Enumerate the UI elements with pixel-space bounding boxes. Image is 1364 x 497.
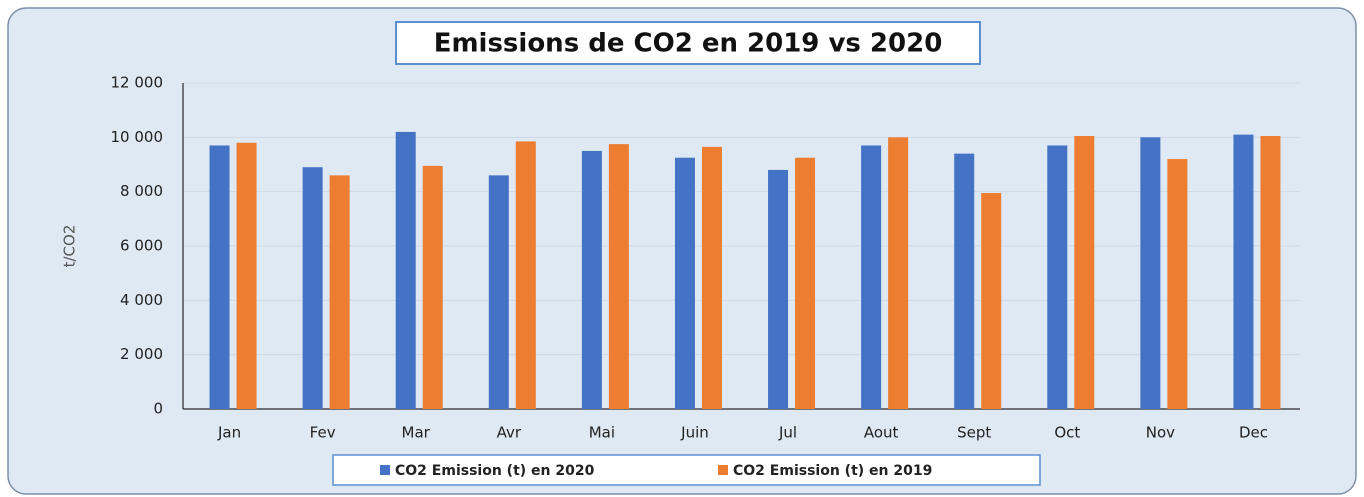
legend-label: CO2 Emission (t) en 2019 xyxy=(733,463,932,479)
bar xyxy=(302,167,323,409)
bar xyxy=(954,153,975,409)
bar xyxy=(581,150,602,409)
bar xyxy=(395,131,416,409)
y-tick-label: 4 000 xyxy=(120,291,163,309)
x-tick-label: Oct xyxy=(1054,424,1080,442)
y-axis-label: t/CO2 xyxy=(61,225,79,268)
x-tick-label: Sept xyxy=(957,424,991,442)
bar xyxy=(795,157,816,409)
x-tick-label: Juin xyxy=(680,424,709,442)
y-tick-label: 2 000 xyxy=(120,345,163,363)
bar xyxy=(1167,159,1188,409)
bar xyxy=(981,193,1002,409)
bar xyxy=(1233,134,1254,409)
legend-swatch xyxy=(380,465,390,475)
x-tick-label: Nov xyxy=(1146,424,1175,442)
legend-label: CO2 Emission (t) en 2020 xyxy=(395,463,595,479)
bar xyxy=(1047,145,1068,409)
bar xyxy=(1074,135,1095,409)
y-tick-label: 0 xyxy=(153,400,163,418)
title-box xyxy=(395,21,981,65)
bar xyxy=(1140,137,1161,410)
bar xyxy=(888,137,909,410)
bar xyxy=(1260,135,1281,409)
legend-swatch xyxy=(718,465,728,475)
x-tick-label: Fev xyxy=(310,424,336,442)
x-tick-label: Mar xyxy=(402,424,431,442)
y-tick-label: 8 000 xyxy=(120,182,163,200)
bar xyxy=(515,141,536,410)
bar xyxy=(488,175,509,409)
x-tick-label: Jan xyxy=(217,424,241,442)
chart-title: Emissions de CO2 en 2019 vs 2020 xyxy=(434,29,943,59)
x-tick-label: Avr xyxy=(497,424,522,442)
bar xyxy=(861,145,882,409)
x-tick-label: Aout xyxy=(864,424,899,442)
x-tick-label: Dec xyxy=(1239,424,1268,442)
bar xyxy=(608,144,629,409)
legend-box xyxy=(332,454,1041,486)
bar xyxy=(674,157,695,409)
bar xyxy=(236,142,257,409)
x-tick-label: Jul xyxy=(778,424,797,442)
y-tick-label: 10 000 xyxy=(111,128,164,146)
bar xyxy=(422,165,443,409)
bar xyxy=(329,175,350,409)
bar xyxy=(768,169,789,409)
y-tick-label: 6 000 xyxy=(120,237,163,255)
bar xyxy=(209,145,230,409)
y-tick-label: 12 000 xyxy=(111,74,164,92)
bar xyxy=(701,146,722,409)
x-tick-label: Mai xyxy=(589,424,615,442)
